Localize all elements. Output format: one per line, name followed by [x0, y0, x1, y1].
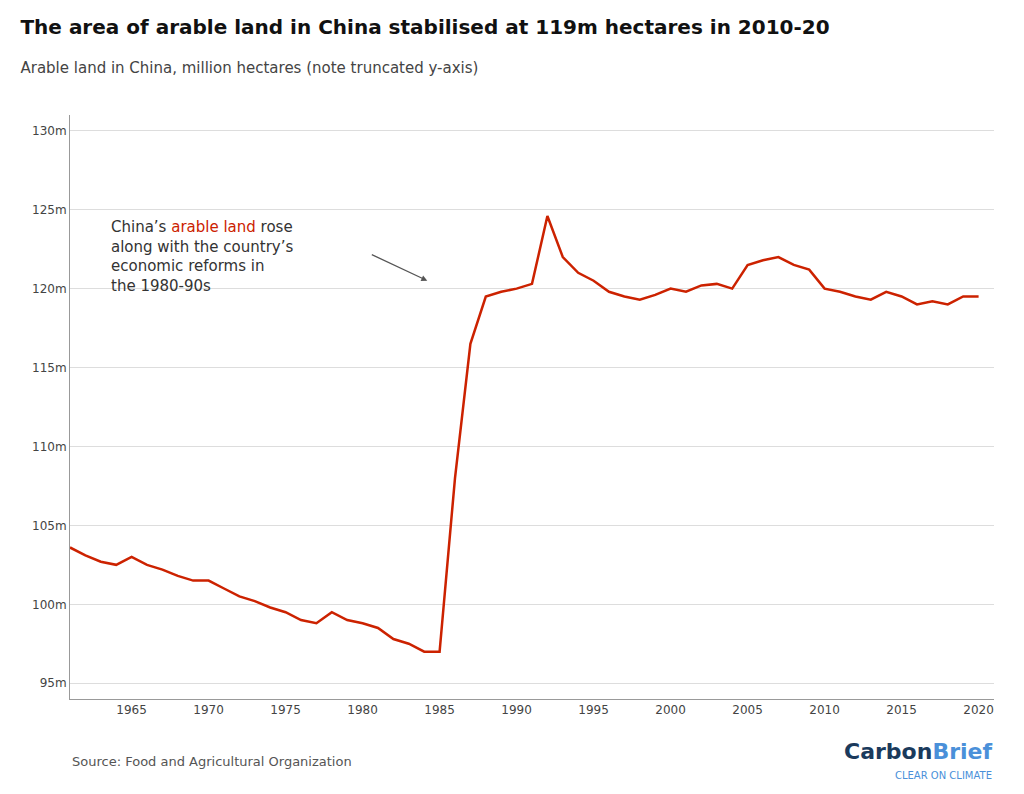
svg-text:115m: 115m [32, 361, 67, 375]
svg-text:1980: 1980 [347, 703, 378, 717]
svg-text:CLEAR ON CLIMATE: CLEAR ON CLIMATE [895, 770, 992, 781]
svg-text:Arable land in China, million: Arable land in China, million hectares (… [20, 59, 478, 77]
svg-text:95m: 95m [40, 676, 67, 690]
svg-text:Source: Food and Agricultural: Source: Food and Agricultural Organizati… [72, 754, 352, 769]
svg-text:The area of arable land in Chi: The area of arable land in China stabili… [20, 15, 829, 39]
svg-text:2010: 2010 [809, 703, 840, 717]
svg-text:100m: 100m [32, 598, 67, 612]
svg-text:110m: 110m [32, 440, 67, 454]
svg-text:1990: 1990 [501, 703, 532, 717]
svg-text:2015: 2015 [886, 703, 917, 717]
svg-text:1975: 1975 [270, 703, 301, 717]
svg-text:120m: 120m [32, 282, 67, 296]
svg-text:China’s arable land rosealong: China’s arable land rosealong with the c… [111, 218, 293, 295]
svg-text:2020: 2020 [963, 703, 994, 717]
svg-text:1970: 1970 [193, 703, 224, 717]
svg-text:CarbonBrief: CarbonBrief [844, 739, 992, 764]
svg-text:105m: 105m [32, 519, 67, 533]
svg-text:1965: 1965 [116, 703, 147, 717]
svg-text:2000: 2000 [655, 703, 686, 717]
svg-text:2005: 2005 [732, 703, 763, 717]
svg-text:1985: 1985 [424, 703, 455, 717]
svg-text:125m: 125m [32, 203, 67, 217]
svg-text:1995: 1995 [578, 703, 609, 717]
svg-text:130m: 130m [32, 124, 67, 138]
